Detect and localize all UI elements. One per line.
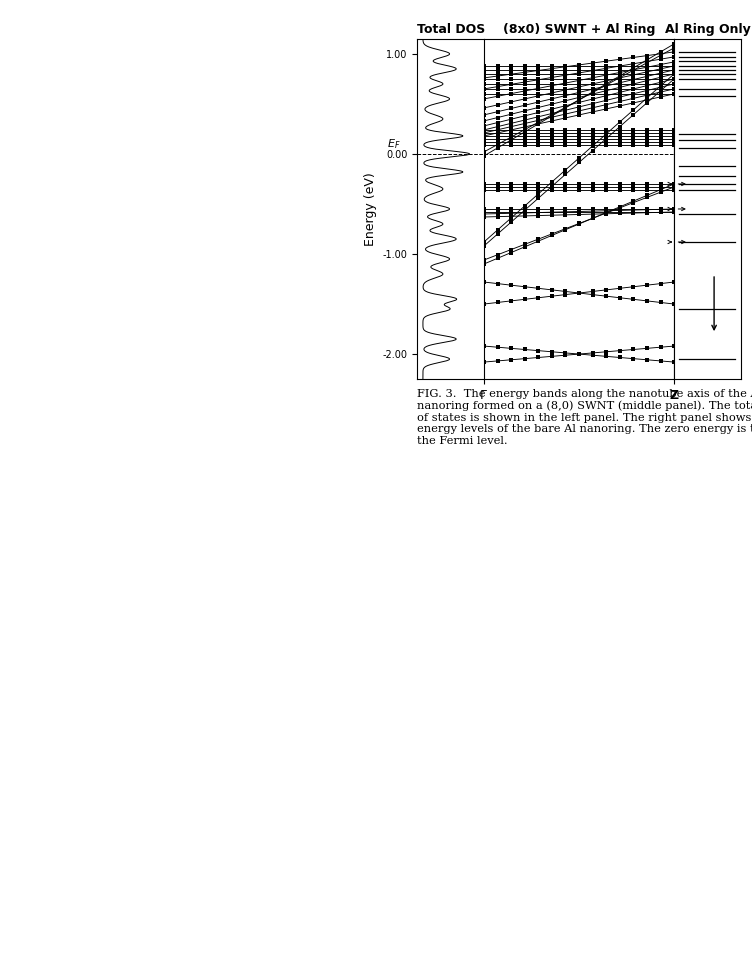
Text: $E_F$: $E_F$ <box>676 147 690 160</box>
Text: FIG. 3.  The energy bands along the nanotube axis of the Al
nanoring formed on a: FIG. 3. The energy bands along the nanot… <box>417 389 752 446</box>
Text: $E_F$: $E_F$ <box>387 137 401 151</box>
Title: Total DOS: Total DOS <box>417 23 485 36</box>
Title: (8x0) SWNT + Al Ring: (8x0) SWNT + Al Ring <box>503 23 655 36</box>
Y-axis label: Energy (eV): Energy (eV) <box>364 172 377 246</box>
Title: Al Ring Only: Al Ring Only <box>665 23 750 36</box>
